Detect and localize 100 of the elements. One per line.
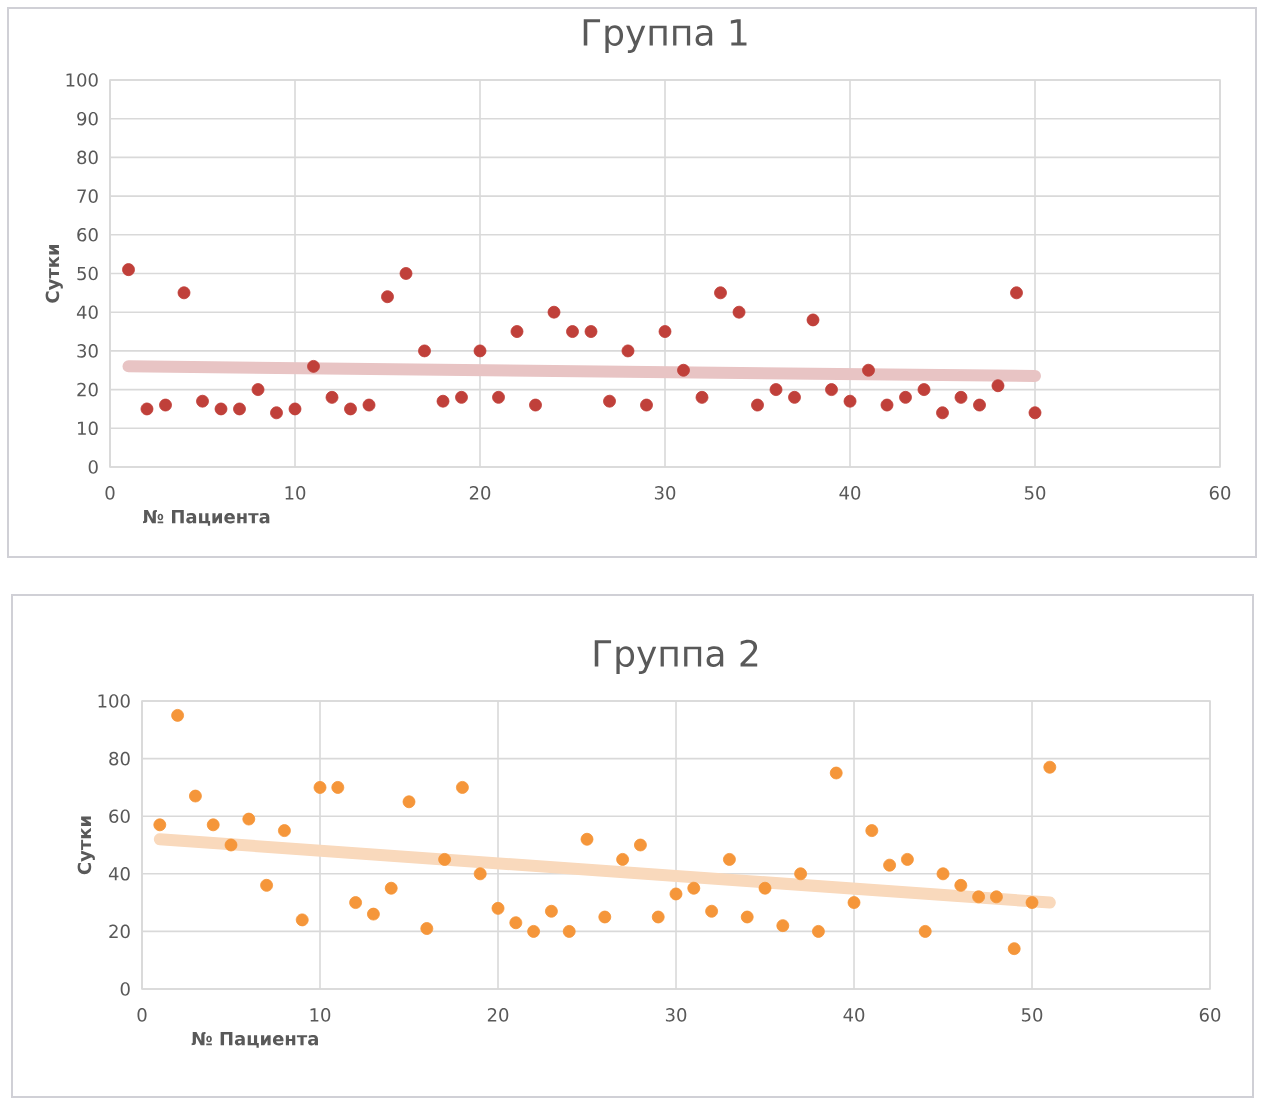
y-tick-label: 100 [98, 694, 130, 708]
point [640, 398, 653, 412]
point [196, 394, 209, 408]
point [899, 390, 912, 404]
point [705, 904, 719, 918]
point [954, 878, 968, 892]
x-tick-label: 30 [665, 1008, 687, 1022]
point [455, 390, 468, 404]
point [189, 789, 202, 803]
point [1028, 406, 1042, 420]
x-tick-label: 60 [1209, 486, 1231, 500]
y-tick-label: 0 [88, 460, 98, 474]
point [829, 766, 843, 780]
point [658, 325, 672, 338]
point [825, 383, 838, 396]
y-tick-label: 10 [78, 421, 98, 436]
point [584, 325, 598, 338]
x-tick-label: 40 [839, 486, 861, 500]
point [1010, 286, 1023, 300]
point [562, 925, 576, 938]
point [527, 925, 541, 938]
point [206, 818, 220, 832]
point [973, 398, 986, 412]
point [491, 901, 505, 915]
point [420, 922, 434, 935]
point [862, 363, 875, 377]
point [288, 402, 302, 416]
point [695, 390, 709, 404]
point [278, 824, 291, 838]
point [936, 867, 950, 881]
point [883, 858, 897, 872]
x-tick-label: 20 [469, 486, 491, 500]
point [331, 781, 345, 794]
point [307, 359, 320, 373]
point [990, 890, 1003, 904]
point [634, 838, 647, 852]
point [438, 853, 452, 866]
x-tick-label: 30 [654, 486, 676, 500]
point [367, 907, 380, 921]
point [936, 406, 949, 420]
y-tick-label: 50 [77, 266, 98, 281]
point [751, 398, 764, 412]
point [651, 910, 665, 924]
point [418, 344, 431, 358]
point [177, 286, 191, 300]
point [381, 290, 394, 304]
chart-title: Группа 2 [594, 639, 758, 674]
point [325, 390, 339, 404]
point [436, 394, 450, 408]
x-tick-label: 50 [1021, 1008, 1043, 1022]
point [788, 390, 801, 404]
y-tick-label: 80 [109, 751, 130, 766]
point [510, 325, 524, 338]
point [917, 383, 931, 396]
point [362, 398, 376, 412]
point [529, 398, 542, 412]
point [714, 286, 727, 300]
point [270, 406, 283, 420]
y-tick-label: 70 [77, 189, 98, 203]
point [687, 881, 701, 895]
x-tick-label: 40 [843, 1008, 865, 1022]
y-tick-label: 20 [77, 382, 98, 397]
x-tick-label: 60 [1199, 1008, 1221, 1022]
point [847, 896, 861, 909]
y-tick-label: 60 [109, 809, 130, 823]
point [547, 305, 561, 319]
y-tick-label: 0 [120, 982, 130, 996]
point [1043, 760, 1057, 774]
point [1025, 896, 1039, 909]
point [242, 812, 256, 826]
point [295, 913, 309, 927]
point [616, 853, 630, 866]
point [399, 267, 413, 280]
point [954, 390, 968, 404]
point [384, 881, 398, 895]
point [153, 818, 167, 832]
x-tick-label: 10 [310, 1008, 331, 1022]
point [473, 344, 487, 358]
point [723, 853, 736, 866]
point [456, 781, 469, 794]
point [991, 379, 1005, 393]
x-axis-title: № Пациента [143, 510, 270, 526]
point [732, 305, 746, 319]
point [580, 832, 594, 846]
point [621, 344, 635, 358]
point [344, 402, 357, 416]
point [233, 402, 246, 416]
y-axis-title: Сутки [77, 816, 95, 875]
x-tick-label: 20 [487, 1008, 509, 1022]
point [159, 398, 172, 412]
y-axis-title: Сутки [45, 244, 63, 303]
point [918, 925, 932, 938]
point [349, 896, 363, 909]
point [972, 890, 986, 904]
y-tick-label: 60 [77, 227, 98, 242]
y-tick-label: 90 [77, 111, 98, 126]
point [492, 390, 505, 404]
point [677, 363, 690, 377]
point [473, 867, 487, 881]
y-tick-label: 80 [77, 150, 98, 165]
